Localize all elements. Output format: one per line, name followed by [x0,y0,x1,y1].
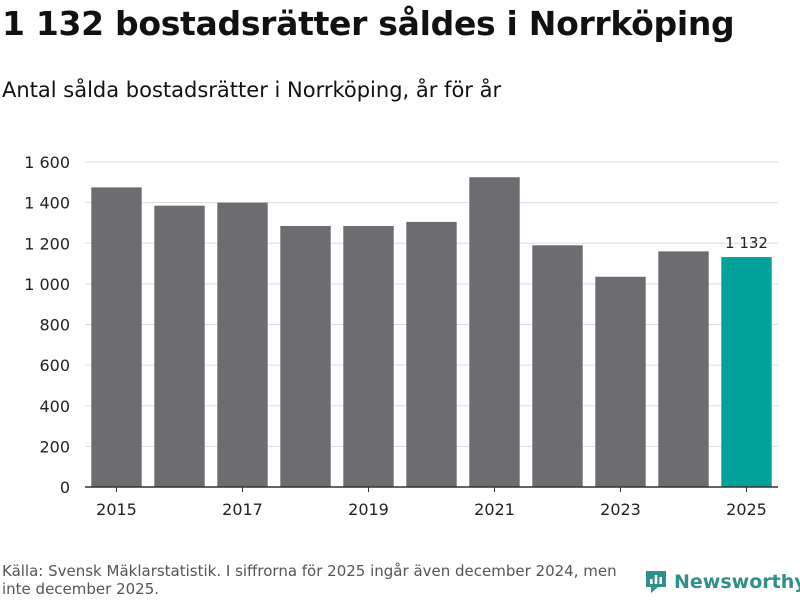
x-tick-label: 2019 [348,500,389,519]
chart-subtitle: Antal sålda bostadsrätter i Norrköping, … [2,78,502,102]
bar-2025 [721,257,772,487]
bar-2018 [280,225,331,487]
y-tick-label: 0 [60,478,70,497]
bar-2022 [532,245,583,487]
x-tick-label: 2017 [222,500,263,519]
x-tick-label: 2015 [96,500,137,519]
source-note: Källa: Svensk Mäklarstatistik. I siffror… [2,562,617,598]
newsworthy-logo-icon [646,571,666,593]
y-tick-label: 600 [39,356,70,375]
x-tick-label: 2023 [600,500,641,519]
bar-2024 [658,251,709,487]
x-axis-ticks: 2015 2017 2019 2021 2023 2025 [96,487,767,519]
bar-value-label: 1 132 [725,234,768,252]
bar-2021 [469,177,520,487]
bar-2017 [217,202,268,487]
bars: 1 132 [91,177,772,487]
y-tick-label: 1 600 [24,153,70,172]
bar-2023 [595,276,646,487]
brand-name: Newsworthy [674,571,800,593]
y-axis-ticks: 0 200 400 600 800 1 000 1 200 1 400 1 600 [24,153,70,497]
x-tick-label: 2021 [474,500,515,519]
bar-2020 [406,221,457,487]
bar-2016 [154,205,205,487]
bar-2015 [91,187,142,487]
y-tick-label: 400 [39,397,70,416]
y-tick-label: 800 [39,316,70,335]
newsworthy-logo[interactable]: Newsworthy [644,569,800,595]
y-tick-label: 200 [39,437,70,456]
x-tick-label: 2025 [726,500,767,519]
bar-2019 [343,225,394,487]
chart-title: 1 132 bostadsrätter såldes i Norrköping [2,4,735,43]
y-tick-label: 1 400 [24,194,70,213]
y-tick-label: 1 000 [24,275,70,294]
y-tick-label: 1 200 [24,234,70,253]
